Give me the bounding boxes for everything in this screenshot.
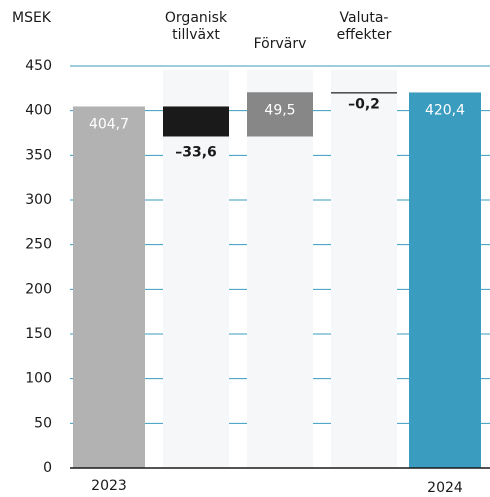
category-label: 2024 <box>427 480 463 496</box>
value-label: –0,2 <box>348 96 380 112</box>
category-label: Förvärv <box>253 36 307 52</box>
y-tick-label: 400 <box>25 103 52 119</box>
y-tick-label: 200 <box>25 281 52 297</box>
bar <box>73 106 145 468</box>
y-tick-label: 0 <box>43 460 52 476</box>
y-tick-label: 50 <box>34 415 52 431</box>
bar <box>247 92 313 137</box>
column-background <box>331 70 397 468</box>
value-label: 420,4 <box>425 102 465 118</box>
y-tick-label: 250 <box>25 237 52 253</box>
y-tick-label: 450 <box>25 58 52 74</box>
y-tick-label: 100 <box>25 371 52 387</box>
category-label: 2023 <box>91 478 127 494</box>
bar <box>409 92 481 469</box>
bar <box>331 92 397 94</box>
y-axis-label: MSEK <box>12 10 52 26</box>
y-tick-label: 150 <box>25 326 52 342</box>
category-label: Valuta-effekter <box>336 10 392 43</box>
value-label: 404,7 <box>89 116 129 132</box>
value-label: –33,6 <box>175 144 217 160</box>
y-tick-label: 350 <box>25 147 52 163</box>
y-tick-label: 300 <box>25 192 52 208</box>
value-label: 49,5 <box>264 102 295 118</box>
bar <box>163 106 229 137</box>
category-label: Organisk tillväxt <box>164 10 228 43</box>
